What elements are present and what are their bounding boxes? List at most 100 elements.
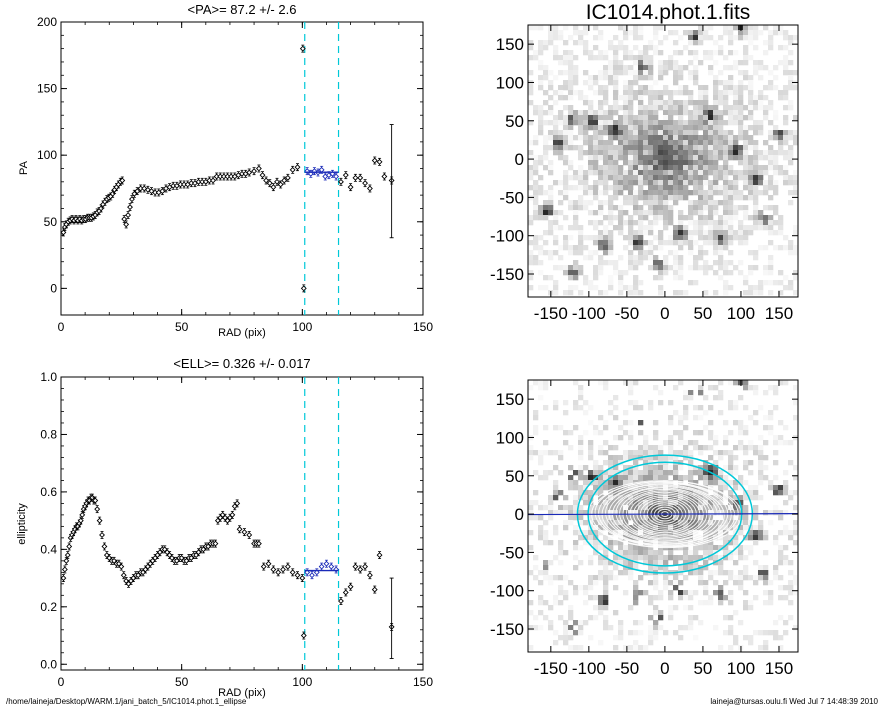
galaxy-pixel	[723, 165, 729, 171]
galaxy-pixel	[648, 115, 654, 121]
galaxy-pixel	[588, 155, 594, 161]
ellipse-image-pixel	[583, 465, 589, 471]
ellipse-image-pixel	[653, 595, 659, 601]
pa-ytick-label: 200	[37, 15, 57, 29]
galaxy-pixel	[743, 140, 749, 146]
galaxy-pixel	[728, 260, 734, 266]
galaxy-pixel	[758, 95, 764, 101]
ellipse-image-pixel	[563, 630, 569, 636]
galaxy-pixel	[788, 145, 794, 151]
galaxy-pixel	[648, 180, 654, 186]
ellipse-image-pixel	[568, 430, 574, 436]
ellipse-image-pixel	[558, 450, 564, 456]
galaxy-pixel	[753, 285, 759, 291]
galaxy-pixel	[713, 210, 719, 216]
ellipse-image-pixel	[783, 510, 789, 516]
ellipse-image-pixel	[733, 535, 739, 541]
ellipse-image-pixel	[638, 545, 644, 551]
galaxy-pixel	[708, 180, 714, 186]
galaxy-pixel	[763, 170, 769, 176]
ellipse-image-pixel	[643, 495, 649, 501]
ellipse-image-pixel	[738, 555, 744, 561]
galaxy-pixel	[653, 155, 659, 161]
ellipse-image-pixel	[663, 455, 669, 461]
ellipse-image-pixel	[703, 580, 709, 586]
galaxy-pixel	[538, 130, 544, 136]
ell-point	[241, 529, 248, 536]
ellipse-image-pixel	[758, 530, 764, 536]
galaxy-pixel	[648, 150, 654, 156]
galaxy-pixel	[658, 90, 664, 96]
ellipse-image-pixel	[608, 445, 614, 451]
galaxy-pixel	[748, 80, 754, 86]
galaxy-pixel	[678, 245, 684, 251]
galaxy-pixel	[768, 280, 774, 286]
ellipse-image-pixel	[563, 625, 569, 631]
ellipse-image-pixel	[633, 630, 639, 636]
ellipse-image-pixel	[608, 520, 614, 526]
ellipse-image-pixel	[743, 510, 749, 516]
galaxy-pixel	[603, 200, 609, 206]
ellipse-image-pixel	[608, 560, 614, 566]
ellipse-image-pixel	[578, 385, 584, 391]
galaxy-pixel	[663, 205, 669, 211]
galaxy-pixel	[628, 255, 634, 261]
galaxy-pixel	[663, 240, 669, 246]
ellipse-image-pixel	[593, 510, 599, 516]
ellipse-image-pixel	[728, 645, 734, 651]
ellipse-image-pixel	[598, 415, 604, 421]
ellipse-image-pixel	[638, 470, 644, 476]
galaxy-pixel	[768, 175, 774, 181]
galaxy-pixel	[543, 140, 549, 146]
ellipse-image-pixel	[783, 480, 789, 486]
ellipse-image-pixel	[543, 615, 549, 621]
galaxy-pixel	[663, 180, 669, 186]
ell-point	[280, 566, 286, 573]
galaxy-pixel	[718, 120, 724, 126]
image-ytick-label: -100	[490, 227, 524, 246]
galaxy-pixel	[723, 195, 729, 201]
ellipse-image-pixel	[578, 390, 584, 396]
galaxy-pixel	[623, 55, 629, 61]
galaxy-pixel	[573, 275, 579, 281]
galaxy-pixel	[628, 285, 634, 291]
galaxy-pixel	[778, 30, 784, 36]
ellipse-image-pixel	[763, 645, 769, 651]
galaxy-pixel	[758, 60, 764, 66]
galaxy-pixel	[698, 210, 704, 216]
galaxy-pixel	[633, 245, 639, 251]
ellipse-image-pixel	[598, 520, 604, 526]
ellipse-image-pixel	[533, 615, 539, 621]
ellipse-image-pixel	[758, 450, 764, 456]
ellipse-image-pixel	[748, 545, 754, 551]
ellipse-image-pixel	[708, 385, 714, 391]
ell-ytick-label: 1.0	[40, 370, 57, 384]
galaxy-pixel	[683, 160, 689, 166]
galaxy-pixel	[678, 275, 684, 281]
galaxy-pixel	[638, 250, 644, 256]
ellipse-image-pixel	[748, 635, 754, 641]
ell-point	[284, 563, 291, 570]
galaxy-pixel	[763, 110, 769, 116]
ellipse-image-pixel	[738, 550, 744, 556]
galaxy-pixel	[778, 95, 784, 101]
galaxy-pixel	[758, 180, 764, 186]
ell-point	[313, 569, 320, 576]
ellipse-image-pixel	[658, 475, 664, 481]
galaxy-pixel	[693, 240, 699, 246]
galaxy-pixel	[703, 85, 709, 91]
galaxy-pixel	[783, 70, 789, 76]
galaxy-pixel	[698, 180, 704, 186]
galaxy-pixel	[723, 225, 729, 231]
galaxy-pixel	[653, 195, 659, 201]
ellipse-image-pixel	[768, 520, 774, 526]
ellipse-image-pixel	[608, 515, 614, 521]
ellipse-image-pixel	[783, 620, 789, 626]
galaxy-pixel	[663, 130, 669, 136]
galaxy-pixel	[573, 75, 579, 81]
galaxy-pixel	[723, 235, 729, 241]
galaxy-pixel	[718, 235, 724, 241]
ellipse-image-pixel	[538, 595, 544, 601]
galaxy-pixel	[573, 30, 579, 36]
galaxy-pixel	[553, 220, 559, 226]
